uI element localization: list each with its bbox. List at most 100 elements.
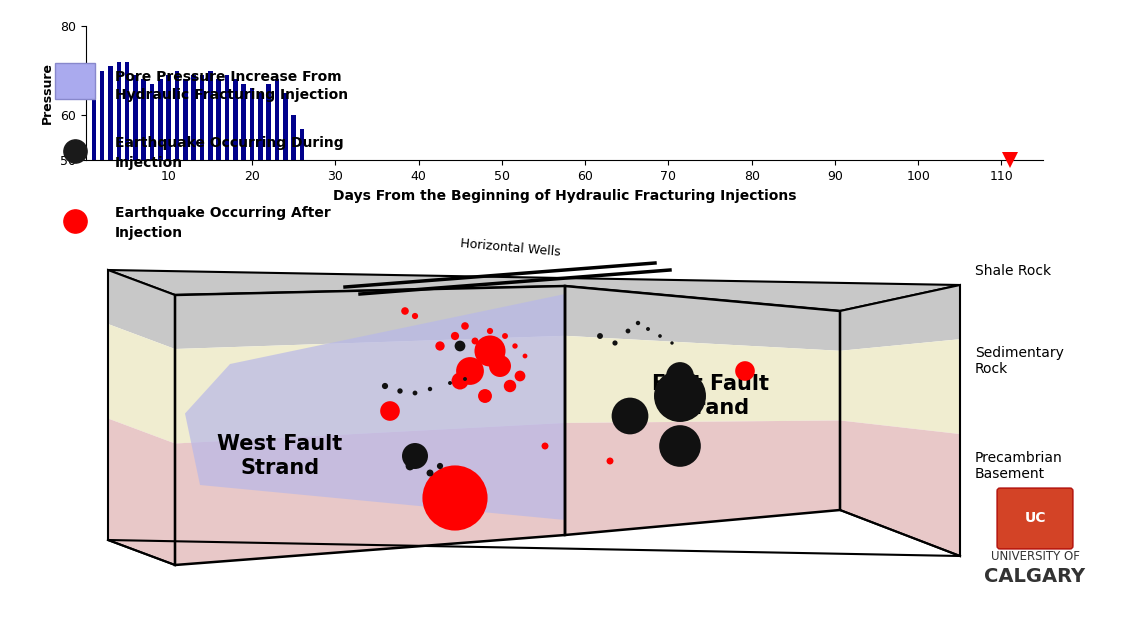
Point	[406, 311, 424, 321]
Bar	[141, 79, 146, 160]
Point	[516, 351, 535, 361]
Point	[446, 331, 464, 341]
Polygon shape	[108, 270, 960, 311]
Bar	[242, 84, 246, 160]
Point	[446, 493, 464, 503]
Point	[431, 341, 449, 351]
Bar	[116, 62, 121, 160]
Bar	[100, 71, 105, 160]
Bar	[283, 93, 287, 160]
Text: CALGARY: CALGARY	[985, 567, 1085, 585]
Bar	[192, 75, 196, 160]
Point	[670, 441, 689, 451]
Point	[421, 384, 439, 394]
Bar	[267, 84, 271, 160]
Polygon shape	[840, 285, 960, 351]
Point	[491, 361, 510, 371]
FancyBboxPatch shape	[55, 63, 95, 99]
Point	[421, 468, 439, 478]
Point	[66, 146, 84, 156]
Point	[431, 461, 449, 471]
Point	[621, 411, 640, 421]
Text: Injection: Injection	[115, 226, 184, 240]
Polygon shape	[176, 286, 565, 349]
Polygon shape	[108, 270, 176, 349]
Text: UNIVERSITY OF: UNIVERSITY OF	[991, 549, 1080, 563]
Bar	[200, 75, 204, 160]
Bar	[275, 79, 279, 160]
Polygon shape	[108, 419, 176, 565]
Point	[406, 451, 424, 461]
Point	[481, 346, 499, 356]
Point	[536, 441, 554, 451]
Point	[605, 338, 624, 348]
Point	[451, 341, 470, 351]
Polygon shape	[565, 420, 840, 535]
Bar	[258, 93, 262, 160]
Point	[670, 391, 689, 401]
Text: Earthquake Occurring After: Earthquake Occurring After	[115, 206, 331, 220]
Point	[496, 331, 514, 341]
Point	[670, 371, 689, 381]
X-axis label: Days From the Beginning of Hydraulic Fracturing Injections: Days From the Beginning of Hydraulic Fra…	[333, 188, 796, 203]
Point	[500, 381, 519, 391]
Polygon shape	[185, 294, 565, 520]
Polygon shape	[565, 286, 840, 351]
Bar	[292, 115, 296, 160]
Point	[511, 371, 529, 381]
Text: Hydraulic Fracturing Injection: Hydraulic Fracturing Injection	[115, 88, 348, 102]
Point	[461, 366, 479, 376]
Point	[391, 386, 409, 396]
Point	[376, 381, 394, 391]
Polygon shape	[176, 336, 565, 444]
Bar	[158, 79, 163, 160]
Point	[451, 376, 470, 386]
Point	[456, 374, 474, 384]
Point	[456, 321, 474, 331]
Text: UC: UC	[1024, 511, 1045, 525]
Text: Horizontal Wells: Horizontal Wells	[459, 237, 561, 259]
Point	[481, 326, 499, 336]
Bar	[108, 66, 113, 160]
Text: Injection: Injection	[115, 156, 184, 170]
Bar	[174, 71, 179, 160]
Bar	[125, 62, 130, 160]
Text: Shale Rock: Shale Rock	[975, 264, 1051, 278]
Point	[506, 341, 524, 351]
Polygon shape	[840, 420, 960, 556]
Bar	[217, 79, 221, 160]
Point	[466, 336, 484, 346]
Point	[475, 391, 494, 401]
Point	[406, 388, 424, 398]
Bar	[233, 79, 237, 160]
Bar	[133, 75, 138, 160]
Point	[396, 306, 414, 316]
Point	[662, 338, 681, 348]
Point	[601, 456, 619, 466]
Point	[591, 331, 609, 341]
Polygon shape	[176, 423, 565, 565]
Point	[381, 406, 399, 416]
Text: Pore Pressure Increase From: Pore Pressure Increase From	[115, 70, 342, 84]
Bar	[225, 75, 229, 160]
Point	[638, 324, 657, 334]
Bar	[184, 79, 188, 160]
Bar	[166, 75, 171, 160]
Point	[66, 216, 84, 226]
Y-axis label: Pressure: Pressure	[41, 62, 55, 124]
Text: West Fault
Strand: West Fault Strand	[218, 435, 343, 478]
Text: East Fault
Strand: East Fault Strand	[651, 374, 768, 417]
Bar	[209, 71, 213, 160]
Polygon shape	[108, 324, 176, 444]
Bar	[91, 75, 96, 160]
FancyBboxPatch shape	[998, 488, 1073, 549]
Point	[629, 318, 648, 328]
Text: Sedimentary
Rock: Sedimentary Rock	[975, 346, 1064, 376]
Polygon shape	[840, 339, 960, 434]
Polygon shape	[565, 336, 840, 423]
Point	[401, 461, 420, 471]
Bar	[149, 84, 154, 160]
Point	[736, 366, 755, 376]
Text: Earthquake Occurring During: Earthquake Occurring During	[115, 136, 343, 150]
Bar	[300, 129, 304, 160]
